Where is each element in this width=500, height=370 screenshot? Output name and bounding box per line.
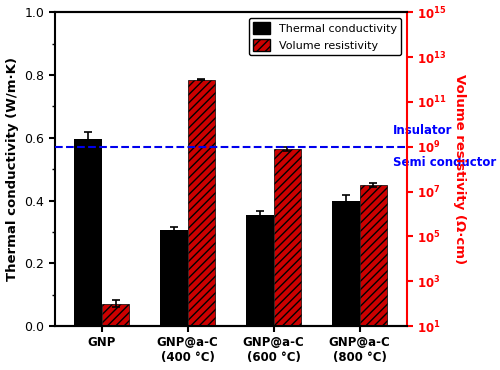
Bar — [160, 231, 188, 326]
Text: Insulator: Insulator — [392, 124, 452, 137]
Legend: Thermal conductivity, Volume resistivity: Thermal conductivity, Volume resistivity — [249, 18, 402, 55]
Text: Semi conductor: Semi conductor — [392, 156, 496, 169]
Bar — [360, 185, 387, 326]
Bar — [246, 215, 274, 326]
Bar — [274, 149, 301, 326]
Bar — [332, 201, 359, 326]
Bar — [188, 80, 215, 326]
Bar — [102, 304, 130, 326]
Bar — [74, 139, 102, 326]
Y-axis label: Volume resistivity (Ω·cm): Volume resistivity (Ω·cm) — [453, 74, 466, 264]
Y-axis label: Thermal conductivity (W/m·K): Thermal conductivity (W/m·K) — [6, 57, 18, 281]
